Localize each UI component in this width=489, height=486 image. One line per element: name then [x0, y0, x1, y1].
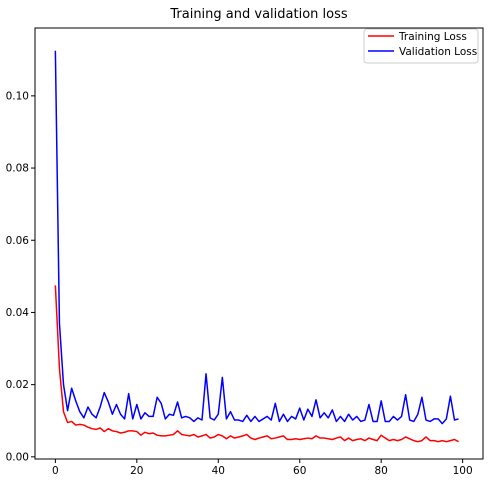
legend-label-validation-loss: Validation Loss — [399, 46, 477, 58]
axes-frame — [34, 27, 484, 460]
y-tick-label: 0.10 — [6, 90, 29, 102]
y-tick-label: 0.08 — [6, 163, 29, 175]
y-tick-label: 0.00 — [6, 451, 29, 463]
axes: 0 20 40 60 80 100 0.00 0.02 0.04 0.06 0.08 0.10 — [6, 90, 473, 477]
x-tick-label: 40 — [212, 465, 225, 477]
y-tick-label: 0.06 — [6, 235, 30, 247]
chart-title: Training and validation loss — [169, 7, 347, 22]
series-line-training-loss — [54, 285, 459, 443]
legend-box — [363, 28, 479, 64]
x-tick-label: 100 — [453, 465, 473, 477]
legend-label-training-loss: Training Loss — [398, 31, 467, 43]
x-tick-label: 80 — [374, 465, 387, 477]
x-tick-label: 60 — [293, 465, 306, 477]
legend: Training Loss Validation Loss — [363, 28, 479, 64]
plot-area — [54, 50, 459, 443]
series-line-validation-loss — [54, 50, 459, 425]
y-tick-label: 0.04 — [6, 307, 30, 319]
x-tick-label: 0 — [52, 465, 59, 477]
x-tick-label: 20 — [130, 465, 143, 477]
y-tick-label: 0.02 — [6, 379, 29, 391]
